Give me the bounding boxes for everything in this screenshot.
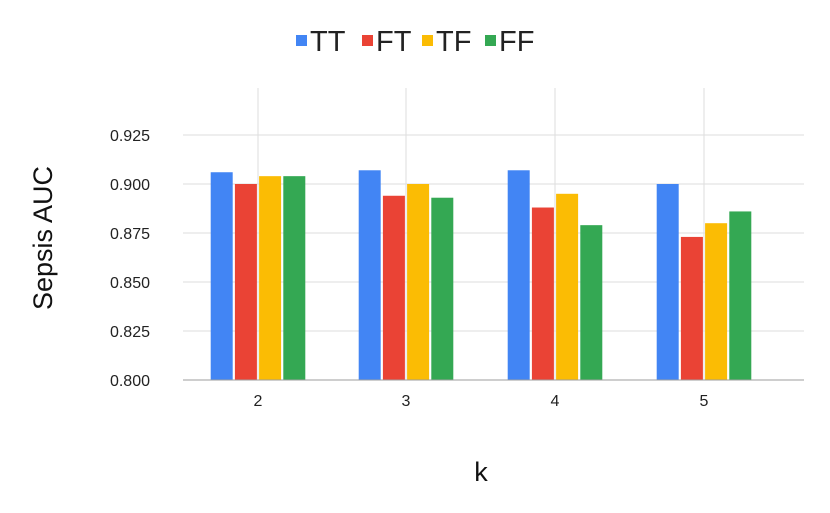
bar-ff-k2 bbox=[283, 176, 306, 380]
bar-ff-k3 bbox=[431, 197, 454, 380]
bar-ft-k3 bbox=[382, 195, 405, 380]
bar-ft-k2 bbox=[234, 184, 257, 380]
y-tick-label: 0.825 bbox=[110, 324, 150, 341]
legend-label-tt: TT bbox=[310, 26, 346, 58]
bar-tt-k4 bbox=[507, 170, 530, 380]
bar-ft-k5 bbox=[680, 236, 703, 380]
legend-swatch-ft bbox=[362, 35, 373, 46]
bar-ff-k5 bbox=[729, 211, 752, 380]
x-tick-label: 4 bbox=[551, 393, 560, 410]
bar-tt-k5 bbox=[656, 184, 679, 380]
bar-tt-k3 bbox=[358, 170, 381, 380]
x-axis-title: k bbox=[474, 457, 488, 487]
legend-swatch-ff bbox=[485, 35, 496, 46]
bar-ff-k4 bbox=[580, 225, 603, 380]
bar-tf-k2 bbox=[259, 176, 282, 380]
y-tick-label: 0.875 bbox=[110, 226, 150, 243]
legend-label-tf: TF bbox=[436, 26, 471, 58]
y-axis-title: Sepsis AUC bbox=[28, 166, 58, 310]
bar-tf-k4 bbox=[556, 193, 579, 380]
legend: TT FT TF FF bbox=[296, 26, 534, 58]
y-tick-label: 0.850 bbox=[110, 275, 150, 292]
legend-label-ft: FT bbox=[376, 26, 412, 58]
x-tick-label: 2 bbox=[254, 393, 263, 410]
legend-swatch-tf bbox=[422, 35, 433, 46]
y-tick-label: 0.925 bbox=[110, 128, 150, 145]
y-tick-label: 0.800 bbox=[110, 373, 150, 390]
bar-tt-k2 bbox=[210, 172, 233, 380]
bar-tf-k5 bbox=[705, 223, 728, 380]
x-axis-ticks: 2 3 4 5 bbox=[254, 393, 709, 410]
bar-ft-k4 bbox=[531, 207, 554, 380]
y-axis-ticks: 0.800 0.825 0.850 0.875 0.900 0.925 bbox=[110, 128, 150, 390]
x-tick-label: 3 bbox=[402, 393, 411, 410]
y-tick-label: 0.900 bbox=[110, 177, 150, 194]
legend-label-ff: FF bbox=[499, 26, 534, 58]
x-tick-label: 5 bbox=[700, 393, 709, 410]
bars bbox=[183, 170, 804, 381]
bar-tf-k3 bbox=[407, 184, 430, 380]
legend-swatch-tt bbox=[296, 35, 307, 46]
